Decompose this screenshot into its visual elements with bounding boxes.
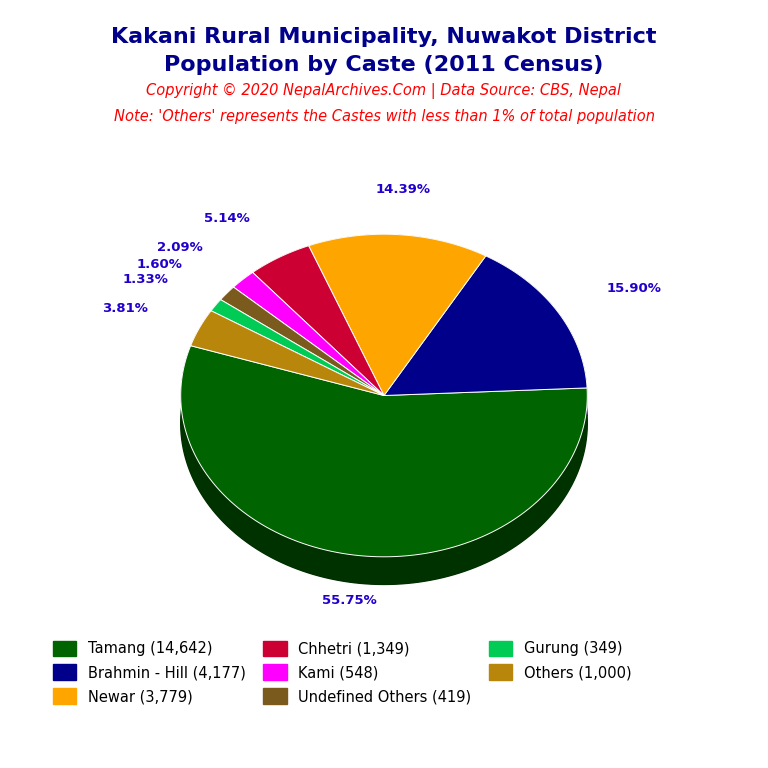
Polygon shape	[384, 388, 587, 423]
Polygon shape	[190, 311, 211, 373]
Polygon shape	[220, 300, 384, 423]
Polygon shape	[384, 256, 486, 423]
Polygon shape	[211, 327, 384, 423]
Polygon shape	[309, 234, 486, 396]
Polygon shape	[233, 300, 384, 423]
Polygon shape	[309, 262, 486, 423]
Polygon shape	[220, 300, 384, 423]
Polygon shape	[220, 287, 233, 327]
Text: 2.09%: 2.09%	[157, 240, 204, 253]
Polygon shape	[309, 234, 486, 283]
Text: 14.39%: 14.39%	[376, 183, 430, 196]
Polygon shape	[233, 273, 384, 396]
Polygon shape	[384, 256, 587, 396]
Polygon shape	[211, 300, 384, 396]
Polygon shape	[253, 273, 384, 423]
Text: 1.33%: 1.33%	[123, 273, 168, 286]
Polygon shape	[180, 346, 588, 557]
Polygon shape	[486, 256, 587, 415]
Polygon shape	[211, 311, 384, 423]
Text: Note: 'Others' represents the Castes with less than 1% of total population: Note: 'Others' represents the Castes wit…	[114, 109, 654, 124]
Polygon shape	[253, 246, 384, 396]
Text: 3.81%: 3.81%	[102, 303, 148, 315]
Polygon shape	[233, 273, 253, 315]
Polygon shape	[180, 346, 588, 584]
Polygon shape	[253, 246, 309, 300]
Polygon shape	[190, 339, 384, 423]
Text: Population by Caste (2011 Census): Population by Caste (2011 Census)	[164, 55, 604, 75]
Polygon shape	[211, 300, 220, 339]
Polygon shape	[309, 246, 384, 423]
Polygon shape	[190, 311, 384, 396]
Text: 5.14%: 5.14%	[204, 212, 250, 225]
Polygon shape	[384, 256, 486, 423]
Polygon shape	[233, 287, 384, 423]
Text: Copyright © 2020 NepalArchives.Com | Data Source: CBS, Nepal: Copyright © 2020 NepalArchives.Com | Dat…	[147, 83, 621, 99]
Polygon shape	[233, 287, 384, 423]
Polygon shape	[220, 315, 384, 423]
Polygon shape	[253, 273, 384, 423]
Polygon shape	[190, 346, 384, 423]
Polygon shape	[220, 287, 384, 396]
Legend: Tamang (14,642), Brahmin - Hill (4,177), Newar (3,779), Chhetri (1,349), Kami (5: Tamang (14,642), Brahmin - Hill (4,177),…	[45, 633, 639, 711]
Text: 55.75%: 55.75%	[322, 594, 377, 607]
Polygon shape	[384, 388, 587, 423]
Polygon shape	[309, 246, 384, 423]
Polygon shape	[211, 311, 384, 423]
Polygon shape	[190, 346, 384, 423]
Text: 15.90%: 15.90%	[606, 282, 661, 295]
Text: Kakani Rural Municipality, Nuwakot District: Kakani Rural Municipality, Nuwakot Distr…	[111, 27, 657, 47]
Polygon shape	[180, 373, 588, 584]
Polygon shape	[253, 273, 384, 423]
Polygon shape	[384, 283, 587, 423]
Text: 1.60%: 1.60%	[137, 258, 183, 271]
